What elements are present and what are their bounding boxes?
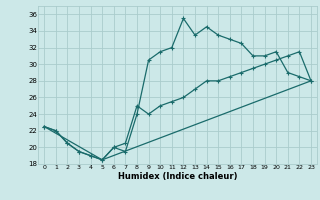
X-axis label: Humidex (Indice chaleur): Humidex (Indice chaleur) <box>118 172 237 181</box>
